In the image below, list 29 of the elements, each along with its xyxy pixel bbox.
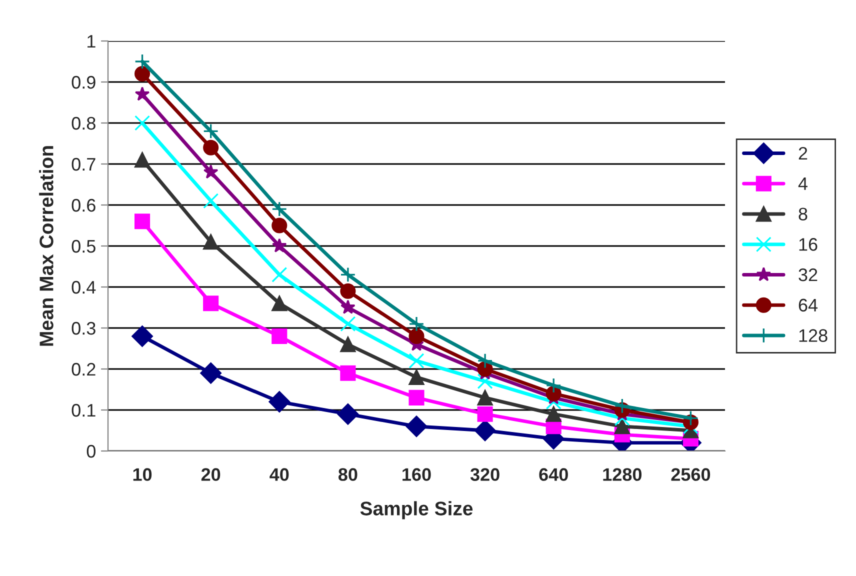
- legend-label: 32: [798, 268, 818, 282]
- x-tick-label: 2560: [671, 468, 710, 481]
- legend-label: 16: [799, 238, 818, 251]
- x-axis-title: Sample Size: [360, 501, 473, 520]
- y-tick-label: 0.5: [72, 240, 96, 253]
- y-tick-label: 0.9: [72, 76, 96, 89]
- x-tick-label: 640: [539, 468, 568, 481]
- y-tick-label: 0.2: [72, 362, 96, 376]
- x-tick-label: 40: [270, 468, 289, 481]
- y-tick-label: 0.7: [72, 158, 96, 171]
- y-axis-title: Mean Max Correlation: [39, 146, 54, 346]
- x-tick-label: 320: [470, 468, 500, 481]
- legend-label: 8: [798, 208, 808, 220]
- legend-label: 2: [798, 146, 808, 160]
- x-tick-label: 160: [402, 468, 431, 481]
- y-tick-label: 0: [86, 444, 96, 458]
- y-tick-label: 0.8: [72, 116, 96, 130]
- x-tick-label: 10: [133, 468, 152, 481]
- y-tick-label: 0.6: [72, 198, 96, 212]
- x-tick-label: 80: [338, 468, 358, 481]
- x-tick-label: 20: [201, 468, 220, 481]
- legend-label: 4: [798, 178, 808, 190]
- y-tick-label: 0.4: [72, 280, 96, 294]
- x-tick-label: 1280: [603, 468, 642, 481]
- legend-label: 64: [798, 298, 818, 312]
- y-tick-label: 0.1: [72, 404, 96, 417]
- y-tick-label: 1: [88, 35, 96, 48]
- legend-label: 128: [799, 329, 828, 342]
- y-tick-label: 0.3: [72, 322, 96, 335]
